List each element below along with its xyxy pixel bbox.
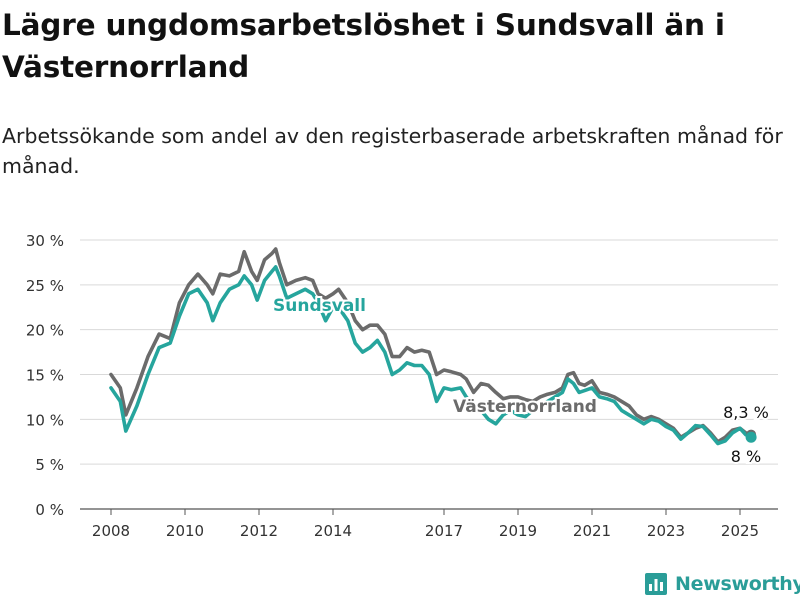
end-point-sundsvall (746, 432, 757, 443)
series-name-sundsvall: Sundsvall (273, 296, 366, 316)
end-label-sundsvall: 8 % (731, 447, 761, 466)
y-tick-label: 20 % (26, 322, 64, 340)
series-line-vasternorrland (111, 249, 751, 442)
y-tick-label: 30 % (26, 232, 64, 250)
y-tick-label: 10 % (26, 411, 64, 429)
x-tick-label: 2019 (499, 522, 537, 540)
end-label-vasternorrland: 8,3 % (723, 403, 769, 422)
x-tick-label: 2025 (721, 522, 759, 540)
bar-chart-logo-icon (645, 573, 667, 595)
y-tick-label: 0 % (35, 501, 64, 519)
y-tick-label: 5 % (35, 456, 64, 474)
brand-name: Newsworthy (675, 573, 800, 595)
x-tick-label: 2010 (166, 522, 204, 540)
series-name-vasternorrland: Västernorrland (453, 397, 597, 417)
newsworthy-logo: Newsworthy (645, 571, 800, 597)
x-tick-label: 2023 (647, 522, 685, 540)
y-tick-label: 15 % (26, 367, 64, 385)
line-chart: 0 % 5 % 10 % 15 % 20 % 25 % 30 % 2008 2010 2012 20… (0, 0, 800, 600)
x-tick-label: 2008 (92, 522, 130, 540)
x-tick-label: 2021 (573, 522, 611, 540)
x-tick-label: 2012 (240, 522, 278, 540)
x-tick-label: 2014 (314, 522, 352, 540)
y-tick-label: 25 % (26, 277, 64, 295)
x-tick-label: 2017 (425, 522, 463, 540)
